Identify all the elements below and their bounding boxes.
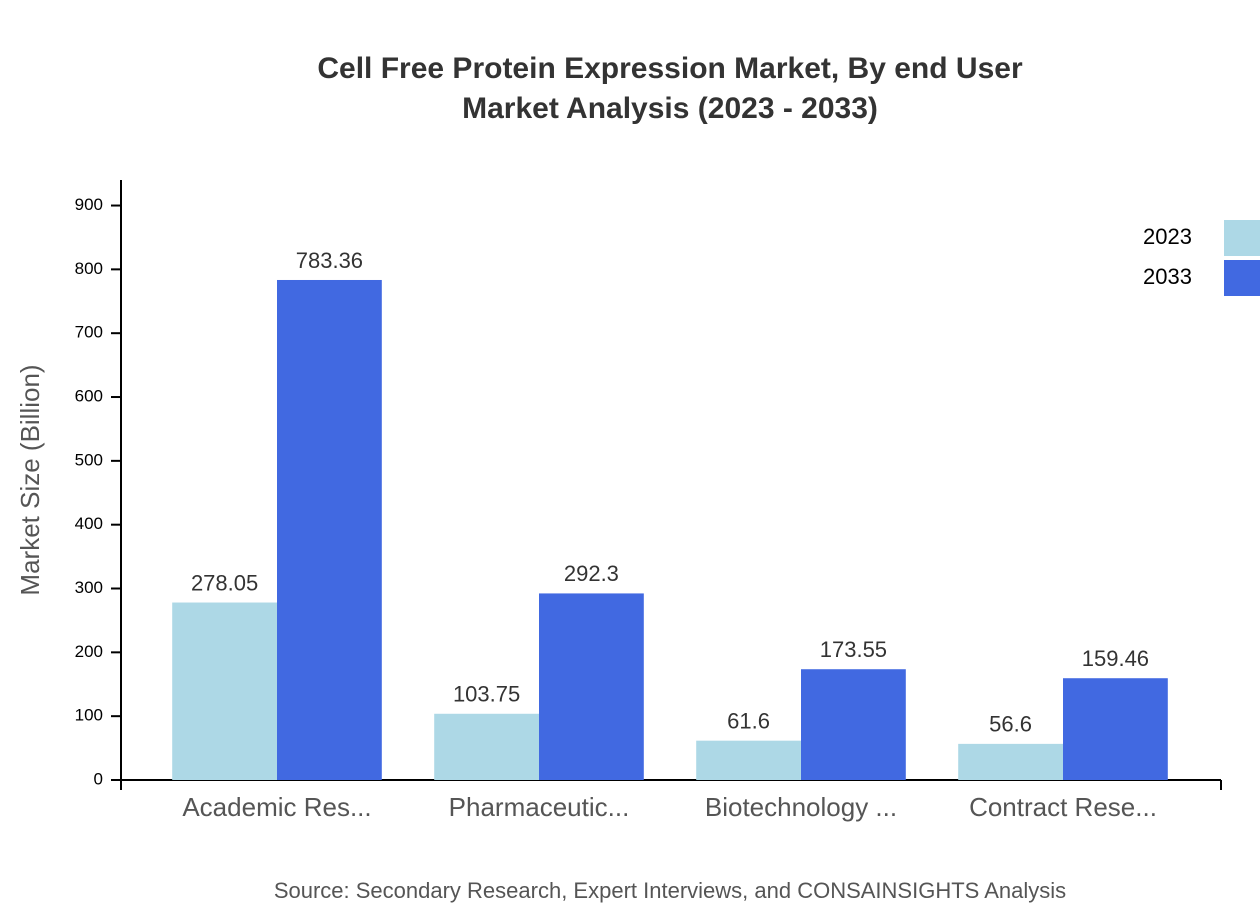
- value-label: 159.46: [1082, 646, 1149, 671]
- y-axis-label: Market Size (Billion): [15, 364, 45, 595]
- bar: [958, 743, 1063, 780]
- value-label: 61.6: [727, 708, 770, 733]
- bar: [172, 602, 277, 780]
- value-label: 783.36: [296, 248, 363, 273]
- chart-title: Cell Free Protein Expression Market, By …: [317, 52, 1023, 85]
- bar: [801, 669, 906, 780]
- y-tick-label: 200: [75, 642, 103, 661]
- x-tick-label: Pharmaceutic...: [449, 792, 630, 822]
- source-note: Source: Secondary Research, Expert Inter…: [274, 878, 1066, 903]
- legend-swatch: [1224, 220, 1260, 256]
- x-tick-label: Biotechnology ...: [705, 792, 897, 822]
- y-tick-label: 300: [75, 578, 103, 597]
- value-label: 173.55: [820, 637, 887, 662]
- y-tick-label: 800: [75, 259, 103, 278]
- y-tick-label: 600: [75, 387, 103, 406]
- x-tick-label: Contract Rese...: [969, 792, 1157, 822]
- value-label: 278.05: [191, 570, 258, 595]
- value-label: 103.75: [453, 682, 520, 707]
- value-label: 292.3: [564, 561, 619, 586]
- bar: [539, 593, 644, 780]
- bar: [696, 740, 801, 780]
- y-tick-label: 400: [75, 514, 103, 533]
- y-tick-label: 100: [75, 706, 103, 725]
- chart-subtitle: Market Analysis (2023 - 2033): [462, 92, 878, 125]
- legend-label: 2023: [1143, 224, 1192, 249]
- value-label: 56.6: [989, 712, 1032, 737]
- y-tick-label: 500: [75, 450, 103, 469]
- bar: [434, 713, 539, 780]
- y-tick-label: 700: [75, 323, 103, 342]
- bar: [277, 279, 382, 780]
- y-tick-label: 0: [94, 769, 103, 788]
- bar: [1063, 678, 1168, 780]
- legend-swatch: [1224, 260, 1260, 296]
- x-tick-label: Academic Res...: [182, 792, 371, 822]
- legend-label: 2033: [1143, 264, 1192, 289]
- y-tick-label: 900: [75, 195, 103, 214]
